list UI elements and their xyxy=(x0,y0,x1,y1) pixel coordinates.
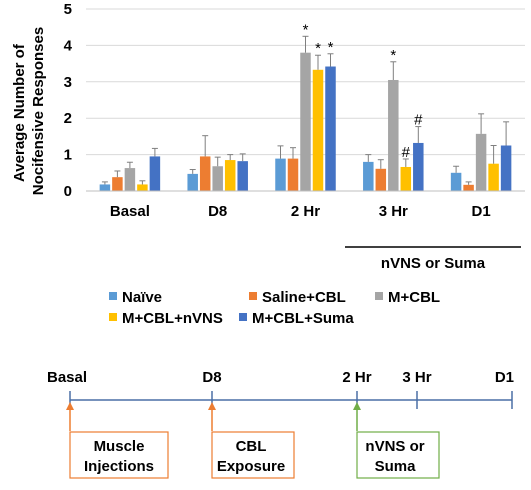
category-label: Basal xyxy=(110,203,150,220)
bar xyxy=(363,161,374,191)
timeline-box-text: Injections xyxy=(84,458,154,475)
timeline-box-text: Exposure xyxy=(217,458,285,475)
category-labels: Basal D8 2 Hr 3 Hr D1 xyxy=(110,203,491,220)
y-tick-label: 1 xyxy=(64,147,72,164)
category-label: 2 Hr xyxy=(291,203,320,220)
significance-mark: # xyxy=(414,112,423,129)
timeline-label: D8 xyxy=(202,369,221,386)
bar xyxy=(199,156,211,191)
y-axis-label-line-2: Nocifensive Responses xyxy=(30,27,47,195)
legend-label: Saline+CBL xyxy=(262,289,346,306)
timeline-label: D1 xyxy=(495,369,514,386)
bar xyxy=(312,69,324,191)
legend-swatch xyxy=(375,292,383,300)
bar xyxy=(450,172,462,191)
bar xyxy=(212,166,223,191)
timeline-box-text: CBL xyxy=(236,438,267,455)
y-tick-label: 4 xyxy=(64,37,73,54)
bar xyxy=(112,177,123,191)
arrowhead-icon xyxy=(353,402,361,410)
significance-mark: * xyxy=(390,47,396,64)
arrowhead-icon xyxy=(208,402,216,410)
timeline-ticks: Basal D8 2 Hr 3 Hr D1 xyxy=(47,369,514,409)
timeline-box xyxy=(356,431,440,479)
significance-mark: # xyxy=(402,144,411,161)
legend-swatch xyxy=(109,313,117,321)
bar xyxy=(400,166,412,191)
bar xyxy=(475,133,487,191)
timeline-label: Basal xyxy=(47,369,87,386)
significance-marks: * * * * ## xyxy=(303,21,424,161)
bar xyxy=(149,156,161,191)
timeline-boxes: Muscle Injections CBL Exposure nVNS or Suma xyxy=(66,402,440,479)
bar xyxy=(463,184,474,191)
bar xyxy=(300,52,311,192)
timeline-box xyxy=(211,431,295,479)
legend-swatch xyxy=(109,292,117,300)
timeline-box-text: nVNS or xyxy=(365,438,424,455)
y-tick-label: 5 xyxy=(64,1,72,18)
legend-label: M+CBL+nVNS xyxy=(122,310,223,327)
category-label: D1 xyxy=(472,203,491,220)
bar xyxy=(275,158,286,191)
group-label: nVNS or Suma xyxy=(381,255,486,272)
significance-mark: * xyxy=(328,39,334,56)
bar xyxy=(137,184,148,191)
category-label: D8 xyxy=(208,203,227,220)
bar xyxy=(500,145,512,191)
significance-mark: * xyxy=(315,40,321,57)
legend-swatch xyxy=(249,292,257,300)
bar xyxy=(488,163,499,191)
y-axis-label-line-1: Average Number of xyxy=(11,43,28,182)
bar xyxy=(124,168,136,191)
legend-label: M+CBL xyxy=(388,289,440,306)
timeline-label: 3 Hr xyxy=(402,369,431,386)
bar xyxy=(413,142,424,191)
legend: Naïve Saline+CBL M+CBL M+CBL+nVNS M+CBL+Suma xyxy=(109,289,440,327)
timeline-label: 2 Hr xyxy=(342,369,371,386)
bar xyxy=(224,160,236,191)
y-tick-labels: 0 1 2 3 4 5 xyxy=(64,1,73,200)
bar xyxy=(388,79,399,191)
bars xyxy=(99,52,512,192)
timeline-box-text: Suma xyxy=(375,458,417,475)
bar xyxy=(287,158,299,191)
bar xyxy=(187,173,198,191)
y-tick-label: 3 xyxy=(64,74,72,91)
category-label: 3 Hr xyxy=(379,203,408,220)
bar xyxy=(237,161,248,191)
legend-swatch xyxy=(239,313,247,321)
bar-chart: Average Number of Nocifensive Responses … xyxy=(11,1,525,272)
legend-label: Naïve xyxy=(122,289,162,306)
y-tick-label: 0 xyxy=(64,183,72,200)
error-bars xyxy=(101,35,510,185)
y-tick-label: 2 xyxy=(64,110,72,127)
bar xyxy=(99,184,111,191)
timeline: Basal D8 2 Hr 3 Hr D1 Muscle Injections CBL Exp… xyxy=(47,369,514,479)
y-axis-label: Average Number of Nocifensive Responses xyxy=(11,27,47,195)
significance-mark: * xyxy=(303,21,309,38)
timeline-box xyxy=(69,431,169,479)
legend-label: M+CBL+Suma xyxy=(252,310,354,327)
arrowhead-icon xyxy=(66,402,74,410)
timeline-box-text: Muscle xyxy=(94,438,145,455)
bar xyxy=(375,168,387,191)
bar xyxy=(325,66,336,191)
